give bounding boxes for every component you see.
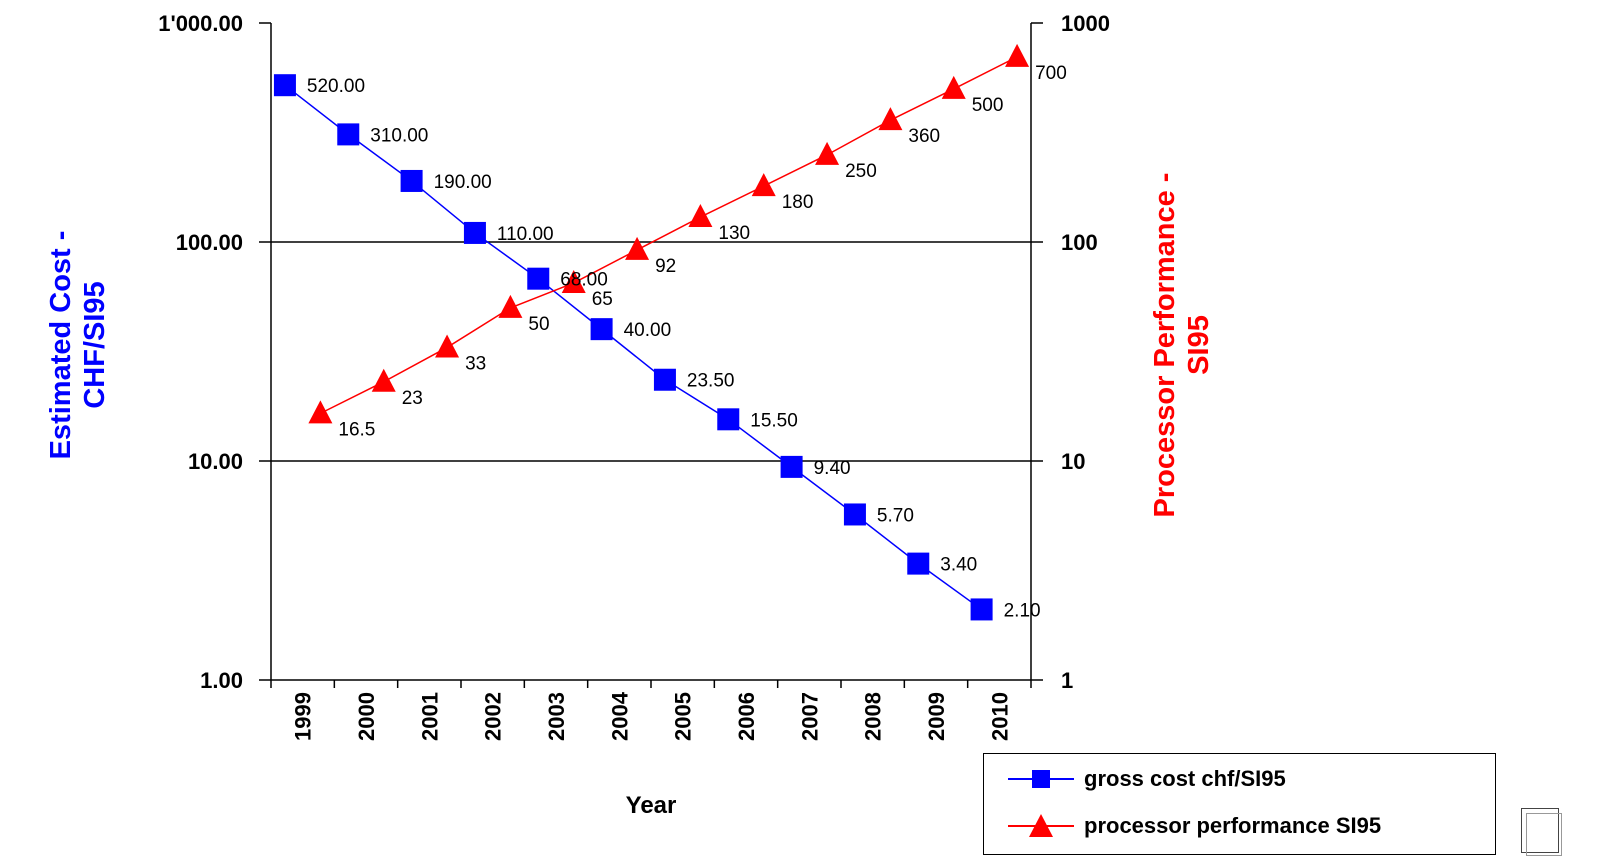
x-tick-label: 2004 [607, 691, 632, 741]
legend-label-performance: processor performance SI95 [1084, 813, 1382, 838]
cost-data-label: 3.40 [940, 555, 977, 576]
series [273, 43, 1030, 621]
left-tick-label: 1'000.00 [158, 11, 243, 36]
performance-data-label: 130 [718, 223, 750, 244]
cost-data-label: 9.40 [814, 458, 851, 479]
right-axis-title: Processor Performance - SI95 [1149, 173, 1215, 518]
legend-item-performance: processor performance SI95 [984, 806, 1381, 846]
performance-data-label: 65 [592, 289, 613, 310]
left-tick-label: 100.00 [176, 230, 243, 255]
x-tick-label: 2008 [861, 692, 886, 741]
x-tick-label: 2006 [734, 692, 759, 741]
x-tick-label: 2002 [481, 692, 506, 741]
legend-triangle-marker-icon [1008, 814, 1074, 837]
cost-point [780, 455, 803, 478]
data-labels: 520.00 310.00 190.00 110.00 68.00 40.00 23.50 1… [307, 63, 1067, 622]
x-tick-label: 2001 [417, 692, 442, 741]
right-axis-title-line-2: SI95 [1183, 315, 1215, 375]
left-axis-title-line-2: CHF/SI95 [79, 281, 111, 408]
performance-data-label: 700 [1035, 63, 1067, 84]
cost-data-label: 5.70 [877, 505, 914, 526]
cost-point [717, 408, 740, 431]
cost-data-label: 2.10 [1004, 600, 1041, 621]
performance-point [435, 334, 460, 358]
axes [259, 22, 1043, 688]
gridlines [271, 241, 1031, 462]
cost-point [653, 368, 676, 391]
x-tick-label: 2009 [924, 692, 949, 741]
performance-data-label: 50 [528, 314, 549, 335]
right-tick-label: 1 [1061, 668, 1073, 693]
legend-label-cost: gross cost chf/SI95 [1084, 766, 1286, 791]
x-tick-label: 2005 [671, 692, 696, 741]
performance-data-label: 360 [908, 126, 940, 147]
x-tick-label: 2007 [797, 692, 822, 741]
performance-point [751, 173, 776, 197]
right-axis-title-line-1: Processor Performance - [1149, 173, 1181, 518]
cost-data-label: 40.00 [624, 320, 672, 341]
cost-data-label: 15.50 [750, 410, 798, 431]
cost-data-label: 310.00 [370, 125, 428, 146]
performance-data-label: 16.5 [338, 419, 375, 440]
left-axis-title-line-1: Estimated Cost - [45, 231, 77, 460]
cost-point [400, 169, 423, 192]
x-axis-title: Year [626, 792, 677, 819]
performance-data-label: 500 [972, 95, 1004, 116]
performance-point [878, 107, 903, 131]
series-line-cost [284, 84, 983, 611]
cost-data-label: 520.00 [307, 76, 365, 97]
performance-point [941, 75, 966, 99]
cost-point [907, 552, 930, 575]
cost-point [527, 267, 550, 290]
cost-data-label: 110.00 [497, 224, 554, 245]
cost-data-label: 190.00 [434, 172, 492, 193]
corner-frame [1521, 808, 1562, 856]
cost-point [273, 74, 296, 97]
axis-titles: Year Estimated Cost - CHF/SI95 Processor… [45, 173, 1215, 819]
legend-square-marker-icon [1008, 770, 1074, 788]
performance-point [815, 141, 840, 165]
left-tick-label: 10.00 [188, 449, 243, 474]
performance-point [561, 269, 586, 293]
performance-data-label: 180 [782, 192, 814, 213]
left-axis-title: Estimated Cost - CHF/SI95 [45, 231, 111, 460]
cost-point [843, 503, 866, 526]
left-tick-label: 1.00 [200, 668, 243, 693]
performance-data-label: 23 [402, 388, 423, 409]
cost-point [590, 318, 613, 341]
performance-data-label: 92 [655, 256, 676, 277]
performance-point [1005, 43, 1030, 67]
right-tick-label: 100 [1061, 230, 1098, 255]
cost-data-label: 68.00 [560, 270, 608, 291]
cost-point [970, 598, 993, 621]
legend-item-cost: gross cost chf/SI95 [984, 759, 1286, 799]
performance-point [308, 400, 333, 424]
x-tick-label: 1999 [291, 692, 316, 741]
cost-point [337, 123, 360, 146]
tick-labels: 1.00 10.00 100.00 1'000.00 1 10 100 1000 1999 200… [158, 11, 1110, 741]
cost-point [463, 221, 486, 244]
cost-data-label: 23.50 [687, 371, 735, 392]
x-tick-label: 2010 [987, 692, 1012, 741]
performance-point [498, 294, 523, 318]
performance-data-label: 250 [845, 161, 877, 182]
legend: gross cost chf/SI95 processor performanc… [983, 753, 1496, 855]
performance-data-label: 33 [465, 353, 486, 374]
right-tick-label: 10 [1061, 449, 1085, 474]
performance-point [625, 236, 650, 260]
x-tick-label: 2003 [544, 692, 569, 741]
x-tick-label: 2000 [354, 692, 379, 741]
right-tick-label: 1000 [1061, 11, 1110, 36]
series-line-performance [320, 56, 1018, 415]
performance-point [371, 368, 396, 392]
performance-point [688, 204, 713, 228]
